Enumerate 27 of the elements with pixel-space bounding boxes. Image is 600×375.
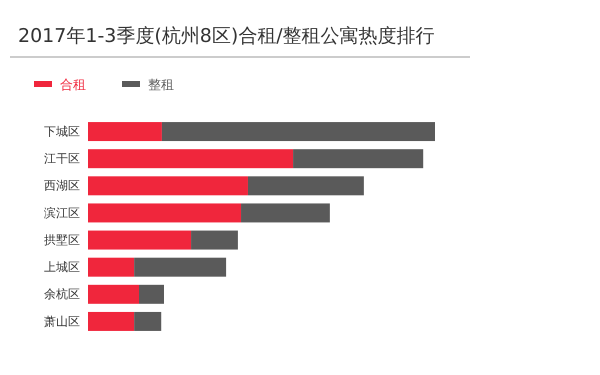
bar [88,203,242,222]
legend-label: 整租 [148,78,174,93]
bar [134,258,226,277]
bar [241,203,330,222]
y-tick-label: 拱墅区 [44,232,80,247]
legend-label: 合租 [60,78,86,93]
chart-title: 2017年1-3季度(杭州8区)合租/整租公寓热度排行 [18,25,435,47]
y-tick-label: 下城区 [44,124,80,138]
bar [134,312,162,331]
bar [191,230,238,250]
bar [88,176,248,196]
bar [88,230,192,250]
y-tick-label: 萧山区 [44,314,80,328]
bar [139,284,164,304]
bar [162,122,435,142]
y-tick-label: 余杭区 [44,287,80,302]
bar [248,176,364,196]
y-tick-label: 西湖区 [44,178,80,193]
bar [88,122,162,142]
bar [88,149,294,168]
bar [88,284,140,304]
y-tick-label: 江干区 [44,152,80,166]
bar [88,258,134,277]
y-tick-label: 上城区 [44,260,80,274]
y-tick-label: 滨江区 [44,206,80,220]
bar [293,149,424,168]
bar [88,312,134,331]
